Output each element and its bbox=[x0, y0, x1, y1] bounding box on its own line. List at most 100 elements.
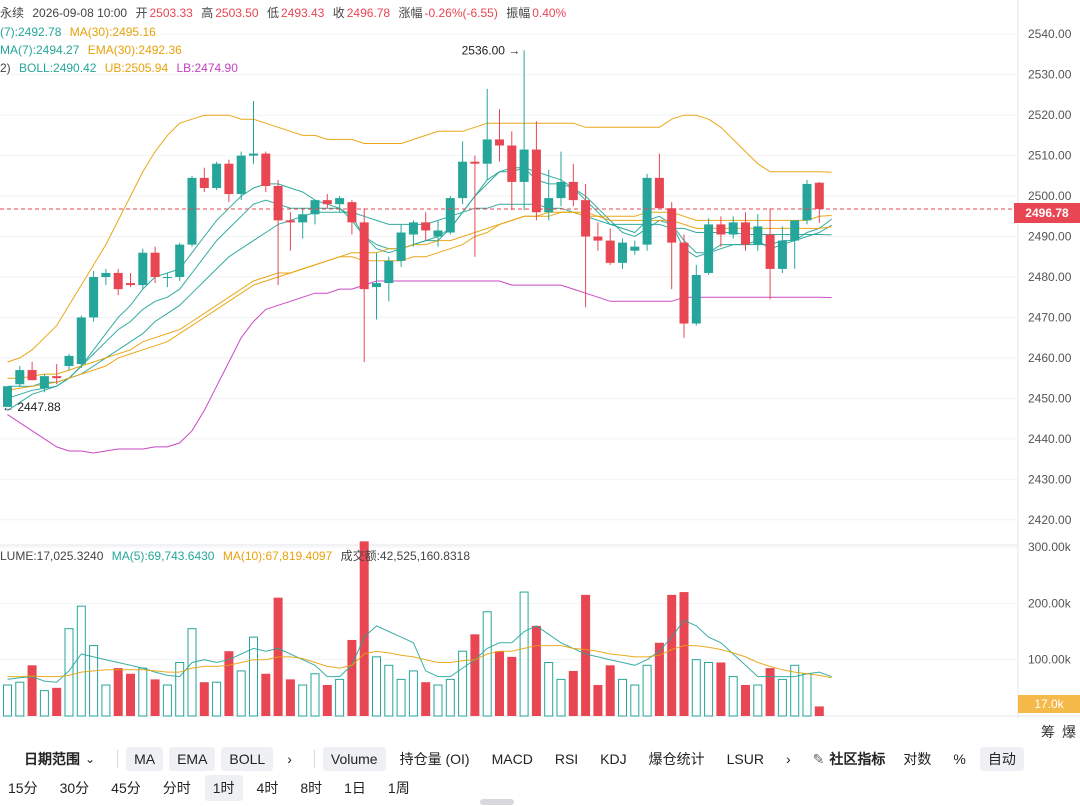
chevron-right-icon[interactable]: › bbox=[785, 751, 791, 767]
candle bbox=[384, 256, 394, 302]
candle-body bbox=[273, 185, 283, 221]
price-tick-label: 2510.00 bbox=[1028, 149, 1072, 163]
moving-averages bbox=[7, 167, 832, 411]
kdj-button[interactable]: KDJ bbox=[600, 751, 627, 767]
volume-bar bbox=[433, 684, 443, 717]
candle bbox=[322, 194, 332, 209]
interval-option[interactable]: 8时 bbox=[300, 780, 323, 796]
candle-body bbox=[347, 202, 357, 223]
candle bbox=[273, 179, 283, 286]
rsi-button[interactable]: RSI bbox=[554, 751, 579, 767]
volume-bar bbox=[667, 594, 677, 716]
interval-option[interactable]: 1周 bbox=[387, 780, 410, 796]
volume-bar bbox=[64, 628, 74, 717]
volume-bar bbox=[150, 679, 160, 716]
chevron-right-icon[interactable]: › bbox=[287, 751, 292, 767]
volume-bar bbox=[581, 594, 591, 716]
volume-bars bbox=[3, 541, 824, 717]
candle bbox=[249, 100, 258, 164]
interval-option[interactable]: 4时 bbox=[256, 780, 279, 796]
price-axis: 2540.00 2530.00 2520.00 2510.00 2500.00 2490.… bbox=[1028, 27, 1072, 527]
ub-value: UB:2505.94 bbox=[104, 61, 169, 75]
candle bbox=[790, 220, 800, 269]
volume-bar bbox=[519, 591, 529, 717]
candle-body bbox=[568, 181, 578, 201]
current-volume-badge: 17.0k bbox=[1018, 695, 1080, 713]
price-tick-label: 2440.00 bbox=[1028, 432, 1072, 446]
amplitude-label: 振幅 bbox=[506, 6, 531, 20]
volume-bar bbox=[298, 684, 308, 717]
lsur-button[interactable]: LSUR bbox=[726, 751, 764, 767]
auto-scale-button[interactable]: 自动 bbox=[979, 747, 1024, 771]
volume-bar bbox=[126, 673, 135, 716]
price-tick-label: 2540.00 bbox=[1028, 27, 1072, 41]
resize-handle[interactable] bbox=[480, 799, 514, 805]
liquidation-corner-label[interactable]: 爆 bbox=[1062, 724, 1076, 740]
volume-bar bbox=[630, 684, 640, 717]
candle bbox=[667, 202, 677, 290]
open-interest-button[interactable]: 持仓量 (OI) bbox=[399, 751, 470, 767]
price-tick-label: 2530.00 bbox=[1028, 68, 1072, 82]
volume-bar bbox=[384, 664, 394, 717]
community-indicators-button[interactable]: ✎ 社区指标 bbox=[805, 747, 894, 771]
volume-bar bbox=[113, 668, 123, 716]
boll-indicator-button[interactable]: BOLL bbox=[221, 747, 274, 771]
ema-indicator-button[interactable]: EMA bbox=[169, 747, 216, 771]
chips-corner-label[interactable]: 筹 bbox=[1041, 724, 1055, 740]
candle bbox=[777, 226, 787, 273]
volume-axis: 300.00k 200.00k 100.00k bbox=[1028, 540, 1072, 667]
volume-bar bbox=[507, 656, 517, 716]
candle-body bbox=[224, 163, 234, 195]
volume-bar bbox=[728, 676, 738, 717]
candle bbox=[445, 196, 455, 235]
candle-datetime: 2026-09-08 10:00 bbox=[32, 6, 128, 20]
volume-indicator-button[interactable]: Volume bbox=[322, 747, 386, 771]
candle-body bbox=[814, 182, 824, 210]
volume-bar bbox=[347, 639, 357, 716]
interval-option[interactable]: 1日 bbox=[344, 780, 366, 796]
candle bbox=[64, 353, 74, 371]
series-line-vol-ma-10- bbox=[7, 645, 832, 679]
candle-body bbox=[618, 242, 627, 263]
candlestick-chart[interactable]: 2540.00 2530.00 2520.00 2510.00 2500.00 2490.… bbox=[0, 0, 1080, 718]
volume-moving-averages bbox=[7, 619, 832, 683]
volume-bar bbox=[704, 661, 714, 717]
candle-body bbox=[667, 208, 677, 243]
candle-body bbox=[421, 222, 431, 231]
price-tick-label: 2450.00 bbox=[1028, 391, 1072, 405]
candle-body bbox=[138, 252, 148, 286]
candle-body bbox=[519, 149, 529, 182]
candle-body bbox=[716, 224, 726, 235]
low-price-marker: ← 2447.88 bbox=[2, 400, 61, 414]
candle bbox=[556, 151, 566, 207]
edit-icon: ✎ bbox=[812, 750, 825, 767]
interval-option[interactable]: 15分 bbox=[8, 780, 38, 796]
ma-indicator-button[interactable]: MA bbox=[126, 747, 164, 771]
candle-body bbox=[113, 272, 123, 290]
community-indicators-label: 社区指标 bbox=[829, 751, 886, 767]
interval-option[interactable]: 分时 bbox=[162, 780, 191, 796]
candle bbox=[507, 131, 517, 211]
date-range-button[interactable]: 日期范围 ⌄ bbox=[16, 747, 103, 771]
volume-bar bbox=[199, 682, 209, 716]
candle-body bbox=[3, 386, 12, 407]
boll-value: BOLL:2490.42 bbox=[19, 61, 97, 75]
low-value: 2493.43 bbox=[280, 6, 325, 20]
interval-option[interactable]: 1时 bbox=[204, 775, 243, 801]
liquidation-stats-button[interactable]: 爆仓统计 bbox=[648, 751, 705, 767]
volume-bar bbox=[544, 661, 554, 717]
low-label: 低 bbox=[266, 6, 279, 20]
volume-bar bbox=[310, 673, 320, 717]
macd-button[interactable]: MACD bbox=[491, 751, 533, 767]
volume-bar bbox=[285, 679, 295, 716]
interval-option[interactable]: 30分 bbox=[59, 780, 90, 796]
volume-tick-label: 100.00k bbox=[1028, 653, 1072, 667]
candle-body bbox=[175, 244, 185, 277]
candle bbox=[39, 374, 49, 393]
interval-option[interactable]: 45分 bbox=[111, 780, 141, 796]
boll-info-line: 2) BOLL:2490.42 UB:2505.94 LB:2474.90 bbox=[0, 60, 243, 76]
percent-scale-button[interactable]: % bbox=[953, 751, 966, 767]
log-scale-button[interactable]: 对数 bbox=[903, 751, 932, 767]
high-price-marker: 2536.00 → bbox=[462, 43, 521, 57]
volume-bar bbox=[212, 681, 222, 717]
